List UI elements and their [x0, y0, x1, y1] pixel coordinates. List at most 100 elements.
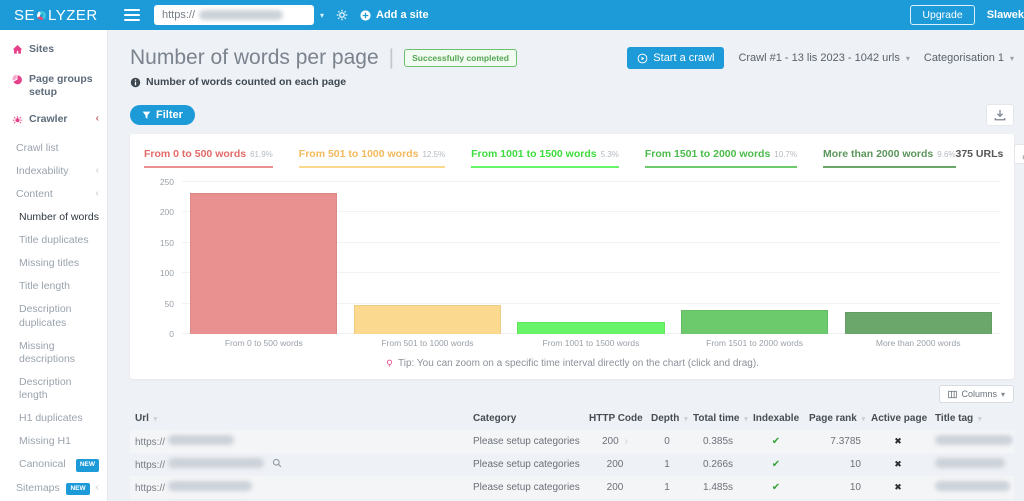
sidebar-item-crawler[interactable]: Crawler ‹	[0, 106, 107, 136]
sidebar-item-page-groups-setup[interactable]: Page groups setup	[0, 66, 107, 106]
bar-chart[interactable]: 0 50 100 150 200 250	[144, 177, 1000, 339]
cell-active-page: ✖	[866, 453, 930, 476]
sidebar-item-number-of-words[interactable]: Number of words	[0, 206, 107, 229]
legend-item-more-than-2000-words[interactable]: More than 2000 words 9.6%	[822, 144, 956, 168]
column-header-total-time[interactable]: Total time ▾	[693, 413, 748, 424]
legend-item-from-0-to-500-words[interactable]: From 0 to 500 words 61.9%	[144, 144, 273, 168]
table-row[interactable]: https:// Please setup categories 200 › 0 0.3…	[130, 430, 1014, 453]
check-icon: ✔	[771, 459, 781, 470]
column-header-page-rank[interactable]: Page rank ▾	[809, 413, 866, 424]
legend-item-from-1001-to-1500-words[interactable]: From 1001 to 1500 words 5.3%	[471, 144, 619, 168]
menu-icon[interactable]	[124, 6, 140, 24]
bar-from-501-to-1000-words[interactable]	[353, 305, 501, 334]
sidebar-item-label: Sitemaps	[16, 481, 60, 494]
sidebar-item-canonical[interactable]: Canonical NEW	[0, 453, 107, 476]
bar-from-0-to-500-words[interactable]	[190, 192, 338, 334]
magnifier-icon[interactable]	[272, 458, 282, 471]
legend-percentage: 5.3%	[600, 150, 619, 159]
cell-url[interactable]: https://	[130, 430, 468, 453]
sidebar-item-missing-titles[interactable]: Missing titles	[0, 252, 107, 275]
column-header-category[interactable]: Category	[473, 413, 517, 424]
download-button[interactable]	[986, 104, 1014, 126]
redacted-url	[199, 10, 284, 20]
urls-count: 375 URLs	[955, 148, 1004, 160]
home-icon	[12, 44, 23, 59]
sidebar-item-label: Title duplicates	[19, 234, 89, 246]
cell-title-tag	[930, 430, 1014, 453]
cell-page-rank: 10	[849, 459, 861, 470]
columns-button[interactable]: Columns ▾	[939, 385, 1014, 403]
bar-slice	[182, 182, 346, 334]
sidebar-item-indexability[interactable]: Indexability ‹	[0, 160, 107, 183]
bar-more-than-2000-words[interactable]	[844, 312, 992, 334]
site-url-selector[interactable]: https://	[154, 5, 314, 25]
sort-caret-icon: ▾	[861, 416, 866, 423]
cell-url[interactable]: https://	[130, 476, 468, 499]
table-row[interactable]: https:// Please setup categories 200 1 0.26…	[130, 453, 1014, 476]
cell-total-time: 1.485s	[702, 482, 734, 493]
cell-indexable: ✔	[748, 453, 804, 476]
cell-http-code: 200	[606, 482, 624, 493]
sidebar-item-title-duplicates[interactable]: Title duplicates	[0, 229, 107, 252]
new-badge: NEW	[66, 482, 90, 495]
start-a-crawl-button[interactable]: Start a crawl	[627, 47, 725, 69]
sidebar-item-title-length[interactable]: Title length	[0, 275, 107, 298]
cell-title-tag	[930, 476, 1014, 499]
redacted-url	[167, 435, 234, 445]
username[interactable]: Slawek	[986, 9, 1024, 21]
column-header-active-page[interactable]: Active page ▾	[871, 413, 930, 424]
sidebar-item-description-duplicates[interactable]: Description duplicates	[0, 298, 107, 334]
add-a-site-button[interactable]: Add a site	[360, 9, 429, 21]
site-dropdown-caret-icon[interactable]: ▾	[320, 10, 325, 20]
column-header-title-tag[interactable]: Title tag ▾	[935, 413, 982, 424]
column-header-depth[interactable]: Depth ▾	[651, 413, 688, 424]
gear-icon[interactable]	[336, 9, 348, 21]
columns-icon	[948, 390, 958, 398]
sidebar-item-sitemaps[interactable]: Sitemaps NEW ‹	[0, 477, 107, 500]
bar-slice	[346, 182, 510, 334]
cell-category: Please setup categories	[473, 459, 580, 470]
sidebar-item-missing-h1[interactable]: Missing H1	[0, 430, 107, 453]
gridline	[182, 302, 1000, 304]
sidebar-item-missing-descriptions[interactable]: Missing descriptions	[0, 335, 107, 371]
categorisation-selector[interactable]: Categorisation 1 ▾	[923, 52, 1014, 64]
filter-button[interactable]: Filter	[130, 105, 195, 125]
legend-item-from-1501-to-2000-words[interactable]: From 1501 to 2000 words 10.7%	[644, 144, 797, 168]
sidebar-item-label: H1 duplicates	[19, 412, 83, 425]
table-row[interactable]: https:// Please setup categories 200 1 1.48…	[130, 476, 1014, 499]
sidebar-item-sites[interactable]: Sites	[0, 36, 107, 66]
bar-from-1001-to-1500-words[interactable]	[517, 321, 665, 334]
chevron-down-icon: ▾	[1009, 53, 1014, 63]
legend-label: From 501 to 1000 words	[298, 148, 419, 160]
sidebar-item-label: Number of words	[19, 210, 99, 223]
app-logo[interactable]: SE LYZER	[0, 7, 108, 24]
column-header-url[interactable]: Url ▾	[135, 413, 158, 424]
sidebar-item-content[interactable]: Content ‹	[0, 183, 107, 206]
legend-item-from-501-to-1000-words[interactable]: From 501 to 1000 words 12.5%	[298, 144, 446, 168]
sidebar-item-description-length[interactable]: Description length	[0, 371, 107, 407]
y-tick-label: 250	[159, 177, 174, 187]
cell-url[interactable]: https://	[130, 453, 468, 476]
legend-percentage: 9.6%	[937, 150, 956, 159]
chevron-left-icon: ‹	[95, 481, 99, 493]
column-header-http-code[interactable]: HTTP Code ▾	[589, 413, 646, 424]
sidebar-item-h1-duplicates[interactable]: H1 duplicates	[0, 407, 107, 430]
sidebar-item-label: Description length	[19, 375, 72, 401]
cell-title-tag	[930, 453, 1014, 476]
chart-type-button[interactable]	[1014, 144, 1024, 164]
upgrade-button[interactable]: Upgrade	[910, 5, 975, 25]
chevron-left-icon: ‹	[95, 113, 99, 125]
legend-label: From 1501 to 2000 words	[644, 148, 771, 160]
logo-text-prefix: SE	[14, 6, 36, 24]
urls-table: Url ▾ Category HTTP Code ▾ Depth ▾ Total tim…	[130, 407, 1014, 501]
sidebar-item-label: Crawler	[29, 113, 68, 126]
sidebar-item-label: Missing descriptions	[19, 339, 76, 365]
crawl-selector[interactable]: Crawl #1 - 13 lis 2023 - 1042 urls ▾	[738, 52, 910, 64]
sidebar-item-label: Indexability	[16, 164, 69, 177]
cell-depth: 1	[664, 482, 670, 493]
gridline	[182, 241, 1000, 243]
sidebar-item-crawl-list[interactable]: Crawl list	[0, 137, 107, 160]
funnel-icon	[142, 111, 151, 119]
bar-from-1501-to-2000-words[interactable]	[680, 309, 829, 334]
column-header-indexable[interactable]: Indexable ▾	[748, 407, 804, 430]
